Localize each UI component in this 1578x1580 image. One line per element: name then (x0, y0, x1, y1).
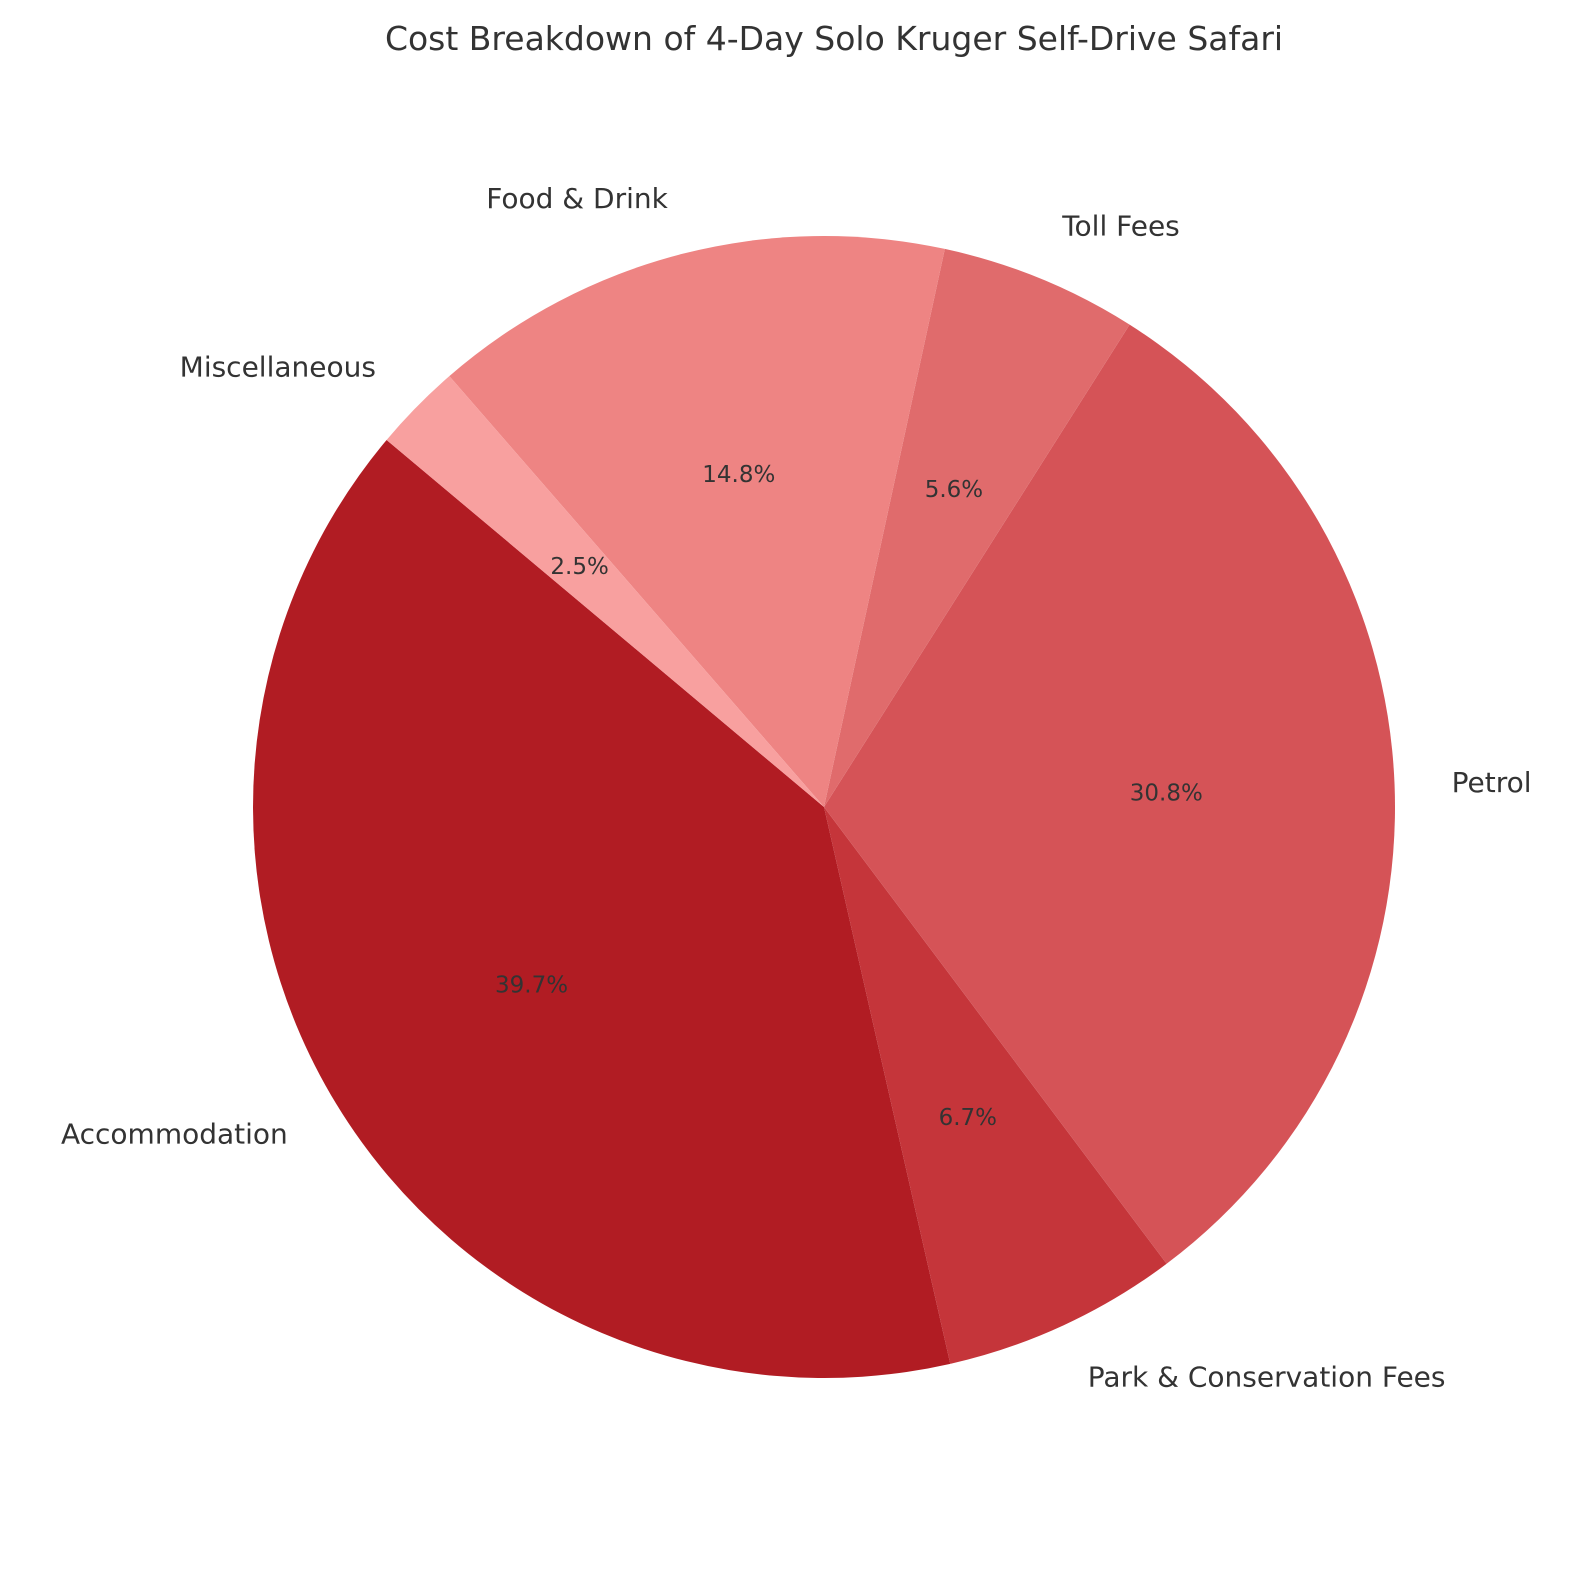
percent-label-accommodation: 39.7% (495, 972, 568, 998)
percent-label-food-and-drink: 14.8% (702, 462, 775, 488)
category-label-miscellaneous: Miscellaneous (180, 350, 376, 383)
percent-labels: 39.7% 6.7% 30.8% 5.6% 14.8% 2.5% (495, 462, 1203, 1131)
pie-slice-accommodation (253, 439, 951, 1378)
pie-slice-petrol (824, 324, 1396, 1264)
percent-label-park-and-conservation-fees: 6.7% (939, 1105, 997, 1131)
category-label-accommodation: Accommodation (61, 1118, 288, 1151)
percent-label-petrol: 30.8% (1130, 781, 1203, 807)
category-label-park-and-conservation-fees: Park & Conservation Fees (1088, 1361, 1446, 1394)
pie-slice-toll-fees (824, 248, 1130, 807)
pie-slice-miscellaneous (386, 376, 824, 807)
chart-title: Cost Breakdown of 4-Day Solo Kruger Self… (385, 19, 1283, 58)
percent-label-miscellaneous: 2.5% (550, 554, 608, 580)
pie-slice-food-and-drink (449, 235, 945, 807)
category-label-petrol: Petrol (1452, 766, 1532, 799)
pie-slices (253, 235, 1396, 1378)
pie-slice-park-and-conservation-fees (824, 807, 1167, 1364)
category-labels: Accommodation Park & Conservation Fees Pet… (61, 182, 1532, 1393)
category-label-toll-fees: Toll Fees (1061, 209, 1180, 242)
category-label-food-and-drink: Food & Drink (486, 182, 668, 215)
percent-label-toll-fees: 5.6% (925, 477, 983, 503)
